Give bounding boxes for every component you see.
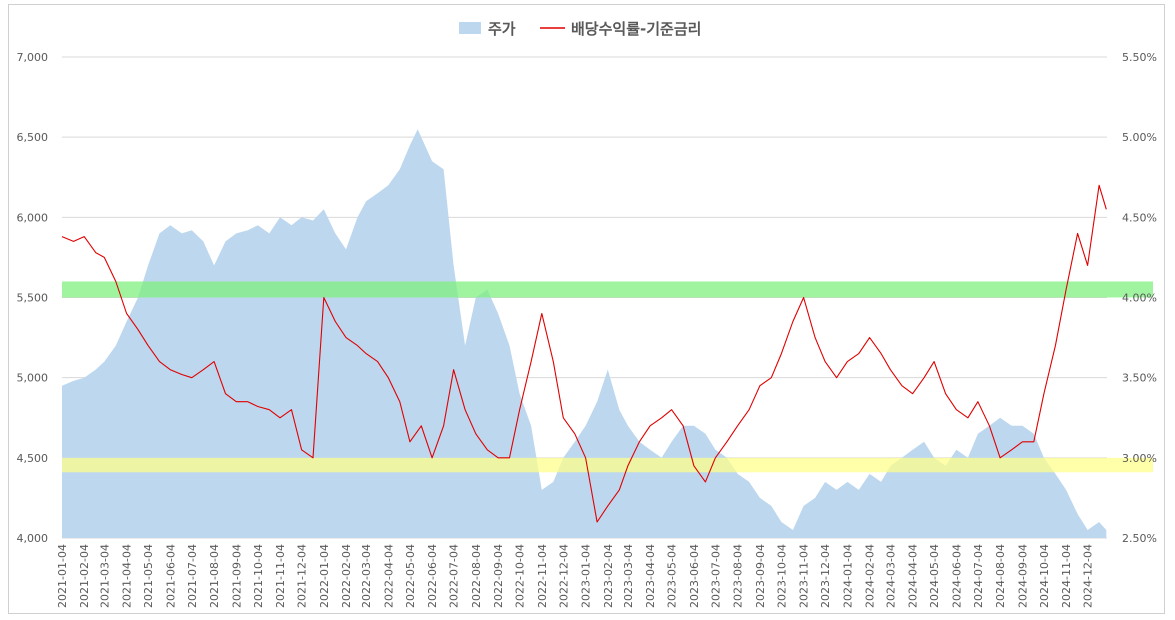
- y-right-tick-label: 5.00%: [1122, 131, 1157, 144]
- x-tick-label: 2021-05-04: [142, 544, 155, 608]
- x-tick-label: 2021-03-04: [98, 544, 111, 608]
- x-tick-label: 2023-03-04: [622, 544, 635, 608]
- x-tick-label: 2023-11-04: [798, 544, 811, 608]
- x-tick-label: 2024-05-04: [928, 544, 941, 608]
- y-right-tick-label: 3.00%: [1122, 452, 1157, 465]
- x-tick-label: 2022-03-04: [360, 544, 373, 608]
- x-tick-label: 2022-08-04: [470, 544, 483, 608]
- x-tick-label: 2024-08-04: [994, 544, 1007, 608]
- y-left-tick-label: 6,000: [17, 211, 49, 224]
- spread-line: [61, 184, 1107, 523]
- x-tick-label: 2021-04-04: [121, 544, 134, 608]
- x-tick-label: 2023-10-04: [775, 544, 788, 608]
- price-area-layer: [62, 129, 1107, 538]
- x-tick-label: 2021-02-04: [78, 544, 91, 608]
- x-tick-label: 2024-03-04: [884, 544, 897, 608]
- x-tick-label: 2024-09-04: [1016, 544, 1029, 608]
- legend-swatch-area: [459, 22, 481, 34]
- y-axis-left: 4,000 4,500 5,000 5,500 6,000 6,500 7,000: [17, 51, 49, 545]
- x-tick-label: 2022-11-04: [536, 544, 549, 608]
- x-tick-label: 2023-05-04: [666, 544, 679, 608]
- spread-line-layer: [61, 184, 1107, 523]
- x-tick-label: 2023-12-04: [819, 544, 832, 608]
- x-axis: 2021-01-04 2021-02-04 2021-03-04 2021-04-04…: [56, 544, 1095, 608]
- x-tick-label: 2022-02-04: [340, 544, 353, 608]
- x-tick-label: 2024-01-04: [841, 544, 854, 608]
- x-tick-label: 2024-10-04: [1038, 544, 1051, 608]
- x-tick-label: 2024-02-04: [864, 544, 877, 608]
- x-tick-label: 2022-06-04: [426, 544, 439, 608]
- x-tick-label: 2021-01-04: [56, 544, 69, 608]
- x-tick-label: 2022-09-04: [492, 544, 505, 608]
- x-tick-label: 2022-04-04: [382, 544, 395, 608]
- x-tick-label: 2023-06-04: [688, 544, 701, 608]
- x-tick-label: 2024-06-04: [950, 544, 963, 608]
- x-tick-label: 2022-10-04: [514, 544, 527, 608]
- highlight-band: [62, 281, 1153, 298]
- y-right-tick-label: 2.50%: [1122, 532, 1157, 545]
- x-tick-label: 2023-07-04: [709, 544, 722, 608]
- x-tick-label: 2021-06-04: [164, 544, 177, 608]
- y-right-tick-label: 4.50%: [1122, 211, 1157, 224]
- y-left-tick-label: 4,500: [17, 452, 49, 465]
- x-tick-label: 2022-05-04: [404, 544, 417, 608]
- x-tick-label: 2023-04-04: [644, 544, 657, 608]
- x-tick-label: 2024-04-04: [907, 544, 920, 608]
- y-right-tick-label: 3.50%: [1122, 372, 1157, 385]
- y-left-tick-label: 6,500: [17, 131, 49, 144]
- legend-label-spread: 배당수익률-기준금리: [571, 20, 701, 38]
- x-tick-label: 2023-01-04: [580, 544, 593, 608]
- x-tick-label: 2021-07-04: [186, 544, 199, 608]
- y-left-tick-label: 5,000: [17, 372, 49, 385]
- y-right-tick-label: 4.00%: [1122, 292, 1157, 305]
- x-tick-label: 2022-01-04: [318, 544, 331, 608]
- legend-label-price: 주가: [488, 20, 516, 38]
- x-tick-label: 2021-08-04: [208, 544, 221, 608]
- highlight-band: [62, 457, 1153, 473]
- x-tick-label: 2021-09-04: [230, 544, 243, 608]
- legend: 주가 배당수익률-기준금리: [459, 20, 701, 38]
- x-tick-label: 2021-10-04: [252, 544, 265, 608]
- x-tick-label: 2022-07-04: [448, 544, 461, 608]
- x-tick-label: 2023-08-04: [732, 544, 745, 608]
- x-tick-label: 2021-11-04: [274, 544, 287, 608]
- x-tick-label: 2023-02-04: [602, 544, 615, 608]
- price-area: [62, 129, 1107, 538]
- x-tick-label: 2024-12-04: [1082, 544, 1095, 608]
- y-left-tick-label: 7,000: [17, 51, 49, 64]
- y-left-tick-label: 5,500: [17, 292, 49, 305]
- x-tick-label: 2024-07-04: [972, 544, 985, 608]
- x-tick-label: 2024-11-04: [1060, 544, 1073, 608]
- y-axis-right: 2.50% 3.00% 3.50% 4.00% 4.50% 5.00% 5.50%: [1122, 51, 1157, 545]
- y-left-tick-label: 4,000: [17, 532, 49, 545]
- band-layer: [62, 281, 1153, 473]
- x-tick-label: 2023-09-04: [754, 544, 767, 608]
- x-tick-label: 2022-12-04: [557, 544, 570, 608]
- x-tick-label: 2021-12-04: [296, 544, 309, 608]
- y-right-tick-label: 5.50%: [1122, 51, 1157, 64]
